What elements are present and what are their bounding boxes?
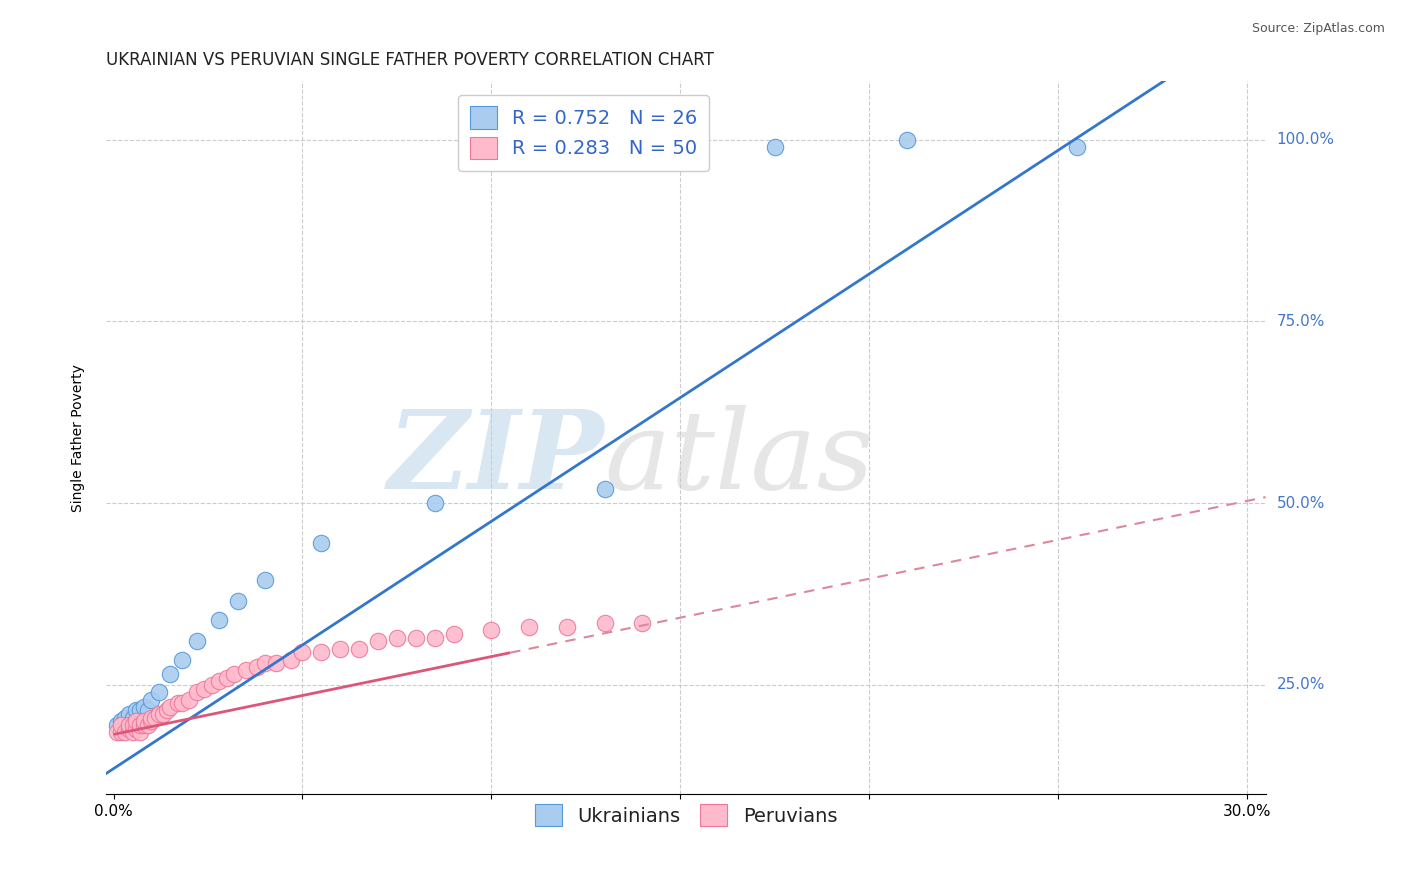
Point bbox=[136, 703, 159, 717]
Point bbox=[193, 681, 215, 696]
Text: 50.0%: 50.0% bbox=[1277, 496, 1324, 510]
Text: ZIP: ZIP bbox=[388, 405, 605, 513]
Text: atlas: atlas bbox=[605, 405, 875, 513]
Point bbox=[405, 631, 427, 645]
Point bbox=[159, 667, 181, 681]
Point bbox=[132, 718, 155, 732]
Point bbox=[121, 725, 143, 739]
Text: 25.0%: 25.0% bbox=[1277, 677, 1324, 692]
Point bbox=[129, 718, 152, 732]
Point bbox=[215, 671, 238, 685]
Point bbox=[385, 631, 408, 645]
Point bbox=[110, 725, 132, 739]
Point bbox=[226, 594, 249, 608]
Point bbox=[121, 718, 143, 732]
Text: 75.0%: 75.0% bbox=[1277, 314, 1324, 329]
Point bbox=[479, 624, 502, 638]
Point bbox=[129, 703, 152, 717]
Point bbox=[443, 627, 465, 641]
Point bbox=[114, 725, 136, 739]
Point bbox=[107, 718, 129, 732]
Point bbox=[208, 613, 231, 627]
Point bbox=[141, 714, 163, 729]
Point bbox=[201, 678, 224, 692]
Point bbox=[253, 573, 276, 587]
Point bbox=[129, 714, 152, 729]
Text: UKRAINIAN VS PERUVIAN SINGLE FATHER POVERTY CORRELATION CHART: UKRAINIAN VS PERUVIAN SINGLE FATHER POVE… bbox=[105, 51, 714, 69]
Point bbox=[264, 656, 287, 670]
Point bbox=[141, 711, 163, 725]
Point bbox=[125, 722, 148, 736]
Point bbox=[166, 696, 188, 710]
Point bbox=[148, 707, 170, 722]
Point bbox=[186, 685, 208, 699]
Point bbox=[110, 718, 132, 732]
Point bbox=[143, 711, 166, 725]
Point bbox=[423, 631, 446, 645]
Point bbox=[367, 634, 389, 648]
Point bbox=[118, 707, 141, 722]
Y-axis label: Single Father Poverty: Single Father Poverty bbox=[72, 364, 86, 512]
Point bbox=[110, 714, 132, 729]
Point bbox=[347, 641, 370, 656]
Point bbox=[121, 711, 143, 725]
Point bbox=[555, 620, 578, 634]
Point bbox=[186, 634, 208, 648]
Point bbox=[631, 616, 654, 631]
Point bbox=[896, 132, 918, 146]
Point bbox=[311, 645, 333, 659]
Point bbox=[152, 707, 174, 722]
Point bbox=[280, 652, 302, 666]
Point bbox=[179, 692, 201, 706]
Point bbox=[118, 722, 141, 736]
Point bbox=[121, 718, 143, 732]
Point bbox=[129, 725, 152, 739]
Point bbox=[132, 714, 155, 729]
Point bbox=[224, 667, 246, 681]
Text: Source: ZipAtlas.com: Source: ZipAtlas.com bbox=[1251, 22, 1385, 36]
Point bbox=[246, 660, 269, 674]
Point bbox=[107, 725, 129, 739]
Point bbox=[423, 496, 446, 510]
Point bbox=[1066, 140, 1088, 154]
Point bbox=[170, 652, 193, 666]
Point bbox=[114, 711, 136, 725]
Point bbox=[132, 699, 155, 714]
Point bbox=[118, 718, 141, 732]
Point bbox=[291, 645, 314, 659]
Point bbox=[517, 620, 540, 634]
Legend: Ukrainians, Peruvians: Ukrainians, Peruvians bbox=[527, 797, 845, 834]
Text: 100.0%: 100.0% bbox=[1277, 132, 1334, 147]
Point bbox=[253, 656, 276, 670]
Point bbox=[170, 696, 193, 710]
Point bbox=[136, 718, 159, 732]
Point bbox=[329, 641, 352, 656]
Point bbox=[159, 699, 181, 714]
Point bbox=[155, 703, 177, 717]
Point bbox=[593, 482, 616, 496]
Point bbox=[125, 714, 148, 729]
Point bbox=[235, 664, 257, 678]
Point bbox=[593, 616, 616, 631]
Point bbox=[311, 536, 333, 550]
Point bbox=[208, 674, 231, 689]
Point bbox=[763, 140, 786, 154]
Point bbox=[141, 692, 163, 706]
Point bbox=[125, 703, 148, 717]
Point bbox=[114, 718, 136, 732]
Point bbox=[148, 685, 170, 699]
